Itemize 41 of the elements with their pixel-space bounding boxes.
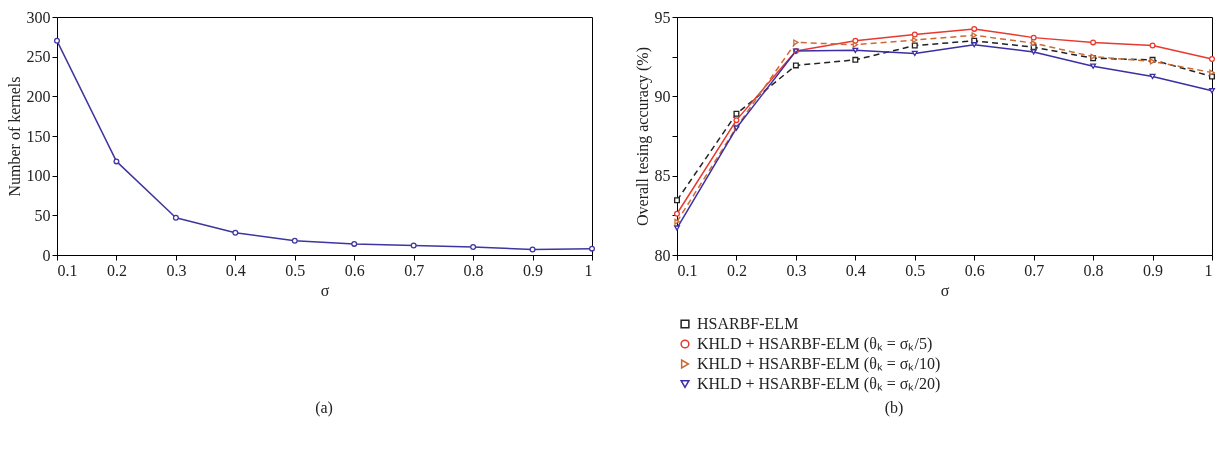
y-tick-label: 200	[26, 87, 51, 105]
x-tick-label: 0.2	[726, 261, 747, 279]
y-axis-title: Number of kernels	[5, 76, 23, 197]
x-tick-label: 1	[1204, 261, 1213, 279]
y-tick-label: 80	[654, 246, 671, 264]
x-tick-label: 0.9	[1143, 261, 1164, 279]
x-axis-title: σ	[940, 281, 950, 299]
text: (b)	[884, 399, 904, 417]
x-tick-label: 0.3	[786, 261, 807, 279]
x-tick-label: 0.5	[905, 261, 926, 279]
x-tick-label: 0.4	[845, 261, 866, 279]
x-tick-label: 0.4	[225, 261, 246, 279]
y-tick-label: 50	[34, 206, 51, 224]
x-tick-label: 0.9	[523, 261, 544, 279]
x-tick-label: 0.8	[1083, 261, 1104, 279]
y-tick-label: 150	[26, 127, 51, 145]
x-tick-label: 0.7	[1024, 261, 1045, 279]
legend-label: KHLD + HSARBF-ELM (θₖ = σₖ/5)	[697, 335, 933, 353]
y-tick-label: 85	[654, 167, 671, 185]
x-tick-label: 0.8	[463, 261, 484, 279]
x-tick-label: 0.1	[57, 261, 78, 279]
legend-label: KHLD + HSARBF-ELM (θₖ = σₖ/10)	[697, 355, 941, 373]
y-tick-label: 300	[26, 8, 51, 26]
x-tick-label: 1	[584, 261, 593, 279]
x-tick-label: 0.5	[285, 261, 306, 279]
legend-label: HSARBF-ELM	[697, 315, 799, 332]
y-axis-title: Overall tesing accuracy (%)	[633, 46, 652, 227]
x-tick-label: 0.6	[964, 261, 985, 279]
y-tick-label: 250	[26, 48, 51, 66]
text: (a)	[315, 399, 333, 417]
x-tick-label: 0.2	[106, 261, 127, 279]
y-tick-label: 0	[42, 246, 51, 264]
x-tick-label: 0.7	[404, 261, 425, 279]
y-tick-label: 90	[654, 87, 671, 105]
y-tick-label: 95	[654, 8, 671, 26]
legend-label: KHLD + HSARBF-ELM (θₖ = σₖ/20)	[697, 375, 941, 393]
x-tick-label: 0.3	[166, 261, 187, 279]
x-tick-label: 0.6	[344, 261, 365, 279]
x-tick-label: 0.1	[677, 261, 698, 279]
y-tick-label: 100	[26, 167, 51, 185]
x-axis-title: σ	[320, 281, 330, 299]
